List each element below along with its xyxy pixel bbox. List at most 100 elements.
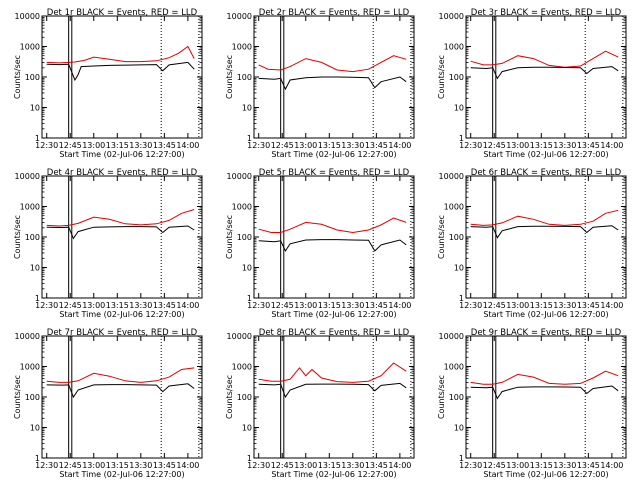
y-tick-label: 10 xyxy=(242,424,252,433)
x-tick-label: 13:15 xyxy=(318,301,341,310)
y-tick-label: 1 xyxy=(247,454,252,463)
y-axis-title: Counts/sec xyxy=(225,55,234,99)
x-tick-label: 12:45 xyxy=(483,301,506,310)
y-tick-label: 1000 xyxy=(20,43,40,52)
x-tick-label: 13:30 xyxy=(341,301,364,310)
events-series-line xyxy=(470,385,619,400)
lld-series-line xyxy=(46,367,195,383)
x-tick-label: 13:30 xyxy=(341,141,364,150)
x-tick-label: 14:00 xyxy=(600,141,623,150)
x-tick-label: 14:00 xyxy=(600,461,623,470)
y-tick-label: 10 xyxy=(30,264,40,273)
y-tick-label: 100 xyxy=(449,233,464,242)
x-tick-label: 13:00 xyxy=(82,461,105,470)
x-tick-label: 13:45 xyxy=(365,461,388,470)
y-tick-label: 10000 xyxy=(439,12,464,21)
x-tick-label: 14:00 xyxy=(600,301,623,310)
y-tick-label: 10000 xyxy=(15,172,40,181)
x-tick-label: 13:45 xyxy=(365,301,388,310)
x-tick-label: 12:30 xyxy=(247,301,270,310)
chart-title: Det 6r BLACK = Events, RED = LLD xyxy=(471,168,622,178)
x-tick-label: 13:45 xyxy=(577,461,600,470)
y-tick-label: 10000 xyxy=(227,332,252,341)
y-tick-label: 10 xyxy=(454,104,464,113)
x-tick-label: 13:30 xyxy=(553,141,576,150)
events-series-line xyxy=(46,61,195,82)
x-tick-label: 13:00 xyxy=(506,301,529,310)
x-tick-label: 12:45 xyxy=(271,301,294,310)
x-tick-label: 13:45 xyxy=(577,301,600,310)
x-tick-label: 13:15 xyxy=(106,461,129,470)
y-axis-title: Counts/sec xyxy=(225,215,234,259)
chart-title: Det 4r BLACK = Events, RED = LLD xyxy=(47,168,198,178)
x-axis-title: Start Time (02-Jul-06 12:27:00) xyxy=(59,150,184,159)
x-tick-label: 12:30 xyxy=(35,301,58,310)
x-tick-label: 13:30 xyxy=(129,141,152,150)
chart-title: Det 7r BLACK = Events, RED = LLD xyxy=(47,328,198,338)
x-tick-label: 12:30 xyxy=(35,461,58,470)
y-axis-title: Counts/sec xyxy=(437,375,446,419)
x-tick-label: 12:45 xyxy=(59,301,82,310)
y-axis-title: Counts/sec xyxy=(437,215,446,259)
x-tick-label: 14:00 xyxy=(176,141,199,150)
x-tick-label: 12:30 xyxy=(35,141,58,150)
lld-series-line xyxy=(470,370,619,385)
y-tick-label: 10 xyxy=(242,104,252,113)
x-tick-label: 12:45 xyxy=(59,141,82,150)
chart-title: Det 9r BLACK = Events, RED = LLD xyxy=(471,328,622,338)
x-axis-title: Start Time (02-Jul-06 12:27:00) xyxy=(59,310,184,319)
y-tick-label: 10000 xyxy=(439,332,464,341)
x-tick-label: 12:45 xyxy=(483,141,506,150)
x-tick-label: 13:30 xyxy=(129,461,152,470)
events-series-line xyxy=(470,66,619,80)
y-tick-label: 100 xyxy=(449,73,464,82)
x-tick-label: 13:45 xyxy=(153,461,176,470)
y-tick-label: 100 xyxy=(25,73,40,82)
lld-series-line xyxy=(470,50,619,68)
lld-series-line xyxy=(258,55,407,73)
x-tick-label: 12:45 xyxy=(59,461,82,470)
y-tick-label: 10 xyxy=(242,264,252,273)
x-tick-label: 13:00 xyxy=(506,461,529,470)
chart-panel: Det 3r BLACK = Events, RED = LLD 1 10 100 10… xyxy=(437,8,627,159)
y-tick-label: 1 xyxy=(459,454,464,463)
x-tick-label: 13:15 xyxy=(530,141,553,150)
chart-panel: Det 8r BLACK = Events, RED = LLD 1 10 100 10… xyxy=(225,328,415,479)
lld-series-line xyxy=(46,45,195,64)
x-axis-title: Start Time (02-Jul-06 12:27:00) xyxy=(271,150,396,159)
x-tick-label: 13:00 xyxy=(506,141,529,150)
y-tick-label: 10000 xyxy=(227,172,252,181)
y-tick-label: 1 xyxy=(247,294,252,303)
y-tick-label: 100 xyxy=(237,233,252,242)
x-tick-label: 12:30 xyxy=(247,141,270,150)
chart-panel: Det 2r BLACK = Events, RED = LLD 1 10 100 10… xyxy=(225,8,415,159)
lld-series-line xyxy=(470,209,619,226)
x-tick-label: 13:45 xyxy=(577,141,600,150)
y-tick-label: 1000 xyxy=(232,363,252,372)
x-axis-title: Start Time (02-Jul-06 12:27:00) xyxy=(271,470,396,479)
x-tick-label: 13:45 xyxy=(153,141,176,150)
y-tick-label: 10000 xyxy=(15,12,40,21)
y-tick-label: 10000 xyxy=(227,12,252,21)
y-tick-label: 1000 xyxy=(444,203,464,212)
y-tick-label: 1000 xyxy=(20,203,40,212)
x-tick-label: 13:15 xyxy=(106,141,129,150)
y-tick-label: 1 xyxy=(459,294,464,303)
x-tick-label: 13:00 xyxy=(82,141,105,150)
y-axis-title: Counts/sec xyxy=(13,55,22,99)
x-tick-label: 13:15 xyxy=(106,301,129,310)
events-series-line xyxy=(258,382,407,399)
y-axis-title: Counts/sec xyxy=(437,55,446,99)
x-tick-label: 14:00 xyxy=(388,461,411,470)
x-tick-label: 14:00 xyxy=(388,301,411,310)
x-tick-label: 13:00 xyxy=(82,301,105,310)
x-tick-label: 13:30 xyxy=(129,301,152,310)
y-tick-label: 10 xyxy=(30,104,40,113)
x-tick-label: 13:30 xyxy=(341,461,364,470)
y-tick-label: 10000 xyxy=(15,332,40,341)
y-tick-label: 1000 xyxy=(232,43,252,52)
y-tick-label: 10 xyxy=(30,424,40,433)
x-tick-label: 12:45 xyxy=(271,141,294,150)
x-tick-label: 12:30 xyxy=(459,301,482,310)
chart-title: Det 1r BLACK = Events, RED = LLD xyxy=(47,8,198,18)
